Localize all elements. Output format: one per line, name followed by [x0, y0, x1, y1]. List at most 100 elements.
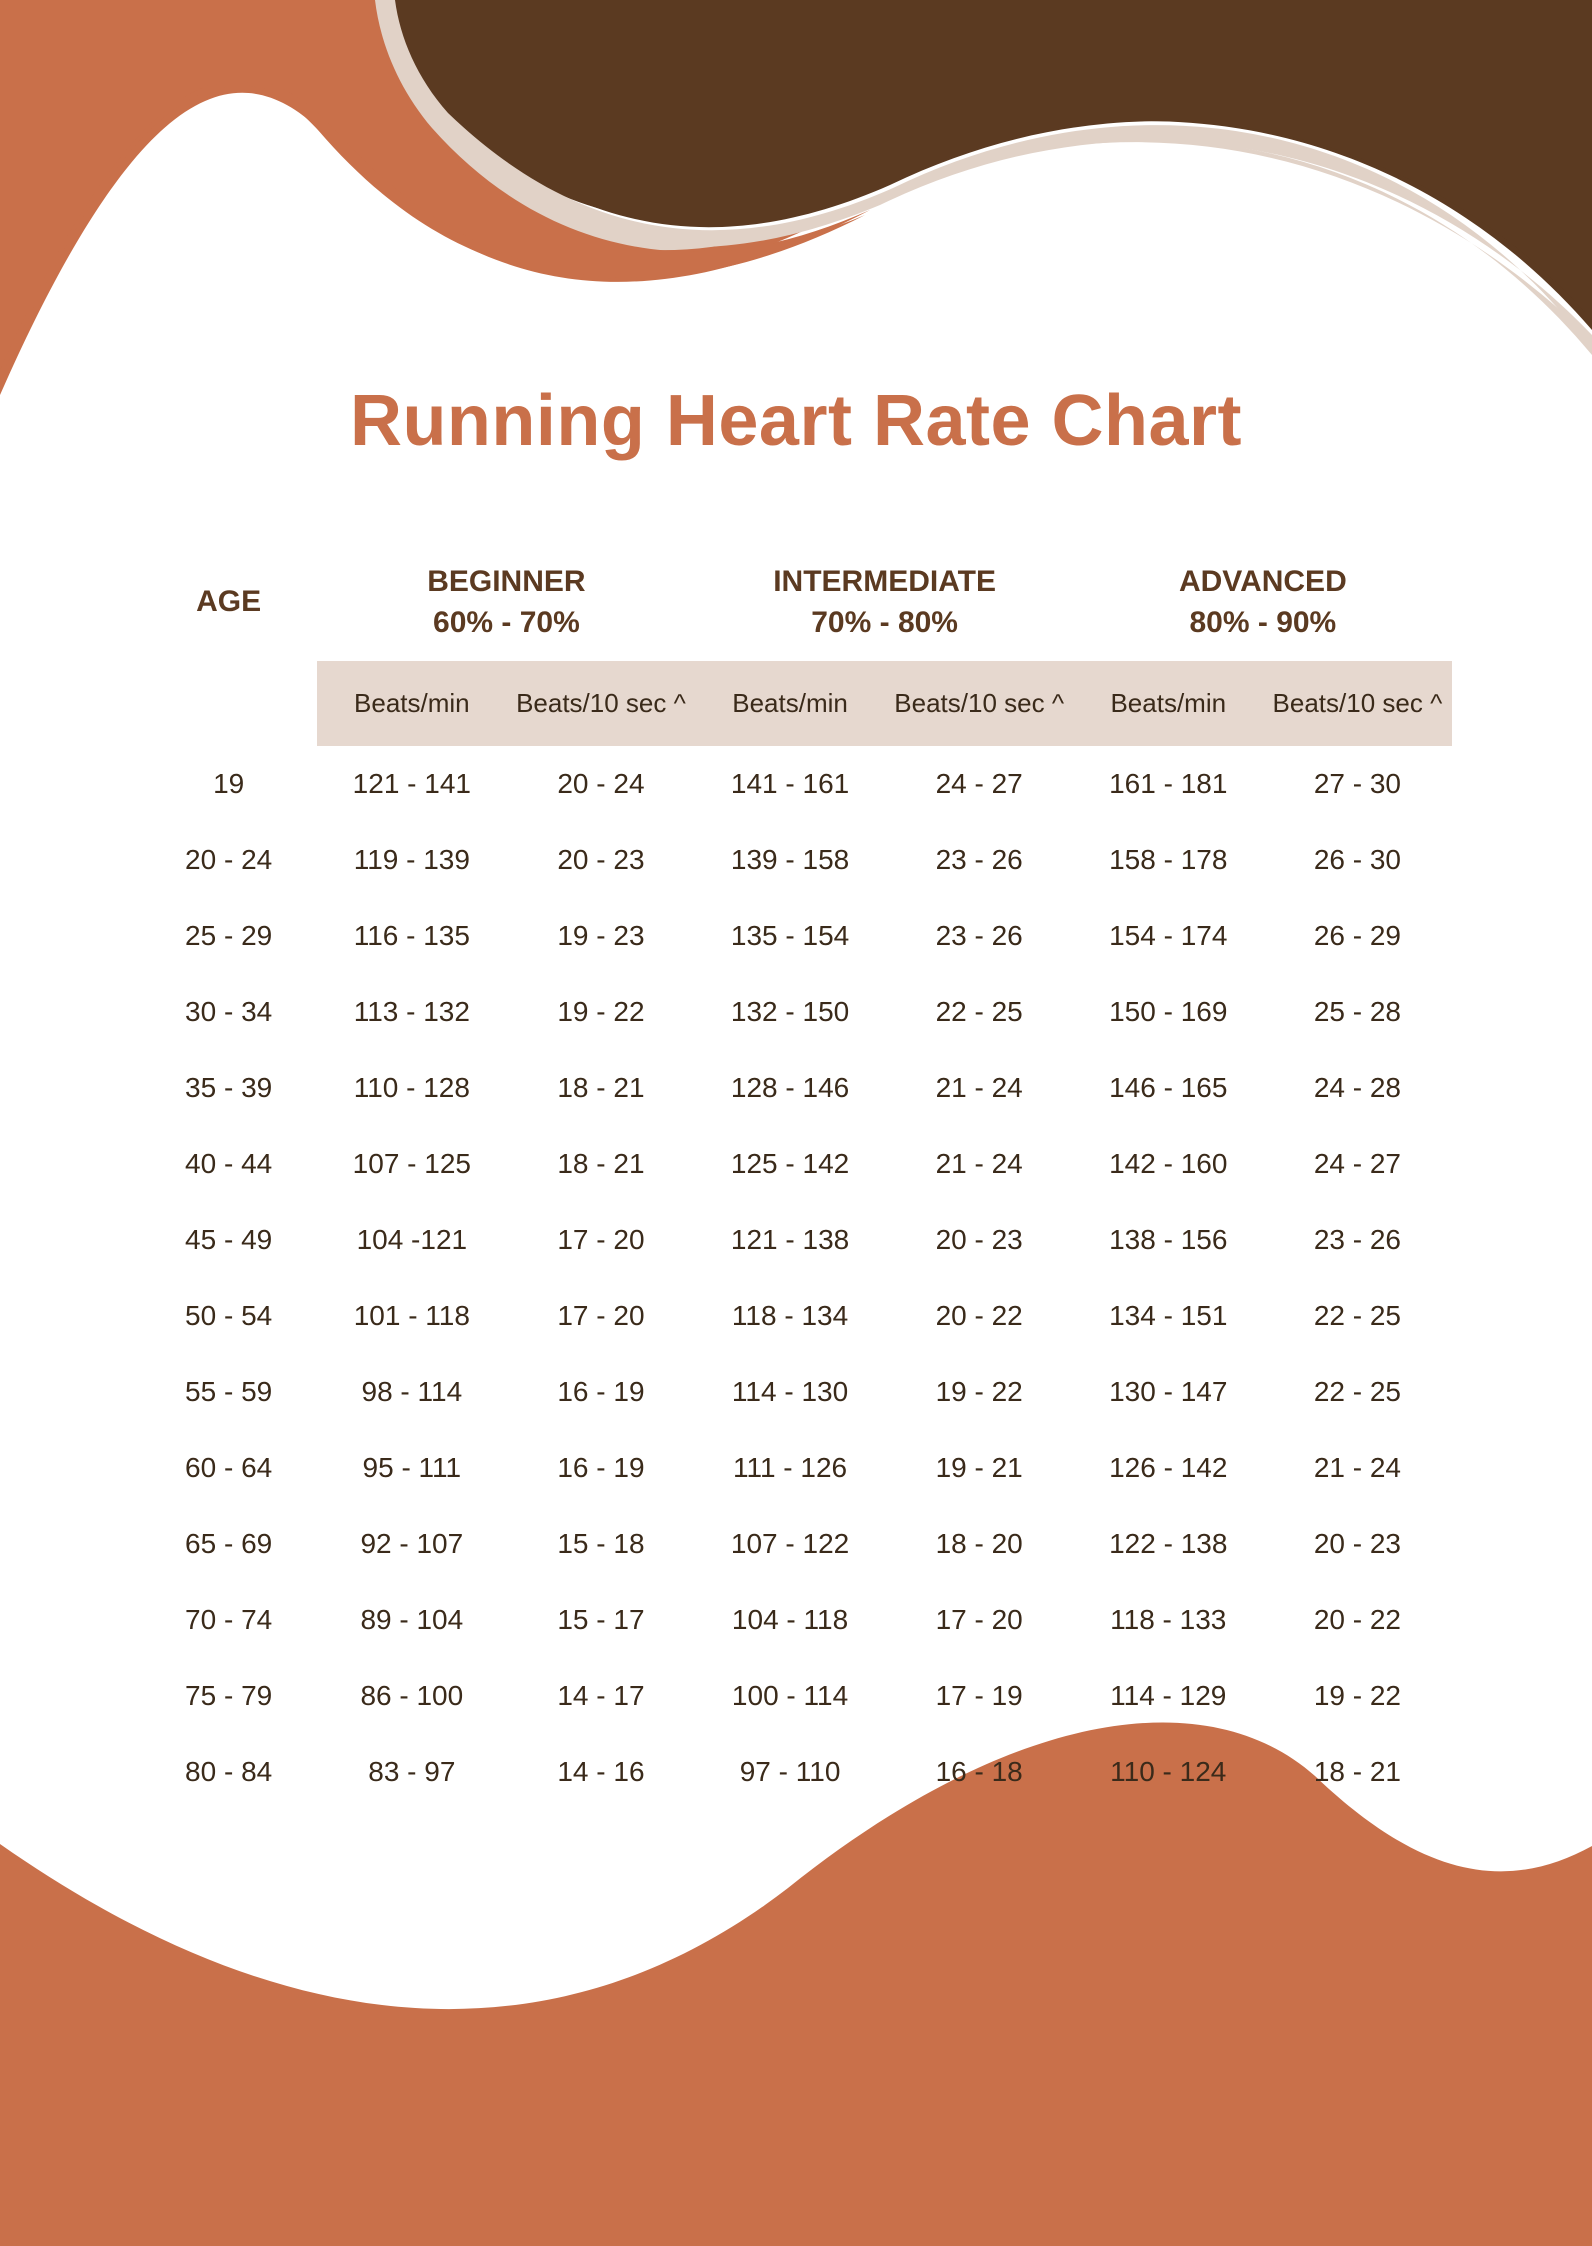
cell-value: 118 - 133 [1074, 1582, 1263, 1658]
table-row: 19121 - 14120 - 24141 - 16124 - 27161 - … [140, 746, 1452, 822]
cell-value: 101 - 118 [317, 1278, 506, 1354]
table-row: 80 - 8483 - 9714 - 1697 - 11016 - 18110 … [140, 1734, 1452, 1810]
cell-value: 18 - 21 [506, 1050, 695, 1126]
sub-empty [140, 661, 317, 746]
cell-value: 154 - 174 [1074, 898, 1263, 974]
group-label: ADVANCED [1179, 565, 1347, 598]
cell-value: 25 - 28 [1263, 974, 1452, 1050]
cell-age: 65 - 69 [140, 1506, 317, 1582]
table-row: 60 - 6495 - 11116 - 19111 - 12619 - 2112… [140, 1430, 1452, 1506]
cell-value: 24 - 27 [1263, 1126, 1452, 1202]
cell-value: 86 - 100 [317, 1658, 506, 1734]
cell-value: 20 - 23 [885, 1202, 1074, 1278]
cell-age: 75 - 79 [140, 1658, 317, 1734]
cell-value: 119 - 139 [317, 822, 506, 898]
cell-value: 19 - 21 [885, 1430, 1074, 1506]
sub-b10: Beats/10 sec ^ [506, 661, 695, 746]
group-label: BEGINNER [427, 565, 585, 598]
sub-bpm: Beats/min [317, 661, 506, 746]
table-row: 25 - 29116 - 13519 - 23135 - 15423 - 261… [140, 898, 1452, 974]
cell-value: 18 - 20 [885, 1506, 1074, 1582]
cell-value: 17 - 19 [885, 1658, 1074, 1734]
sub-b10: Beats/10 sec ^ [885, 661, 1074, 746]
cell-value: 19 - 23 [506, 898, 695, 974]
cell-value: 118 - 134 [696, 1278, 885, 1354]
cell-value: 14 - 17 [506, 1658, 695, 1734]
cell-value: 15 - 17 [506, 1582, 695, 1658]
cell-value: 116 - 135 [317, 898, 506, 974]
cell-value: 22 - 25 [1263, 1278, 1452, 1354]
cell-age: 30 - 34 [140, 974, 317, 1050]
cell-value: 19 - 22 [506, 974, 695, 1050]
cell-value: 114 - 130 [696, 1354, 885, 1430]
table-row: 20 - 24119 - 13920 - 23139 - 15823 - 261… [140, 822, 1452, 898]
cell-value: 20 - 22 [885, 1278, 1074, 1354]
group-label: INTERMEDIATE [773, 565, 996, 598]
cell-value: 21 - 24 [885, 1126, 1074, 1202]
cell-value: 19 - 22 [1263, 1658, 1452, 1734]
cell-value: 135 - 154 [696, 898, 885, 974]
cell-value: 98 - 114 [317, 1354, 506, 1430]
cell-value: 26 - 30 [1263, 822, 1452, 898]
cell-value: 107 - 122 [696, 1506, 885, 1582]
sub-bpm: Beats/min [1074, 661, 1263, 746]
cell-value: 126 - 142 [1074, 1430, 1263, 1506]
cell-value: 23 - 26 [885, 898, 1074, 974]
sub-b10: Beats/10 sec ^ [1263, 661, 1452, 746]
cell-value: 107 - 125 [317, 1126, 506, 1202]
table-row: 55 - 5998 - 11416 - 19114 - 13019 - 2213… [140, 1354, 1452, 1430]
cell-value: 100 - 114 [696, 1658, 885, 1734]
cell-age: 20 - 24 [140, 822, 317, 898]
cell-value: 20 - 22 [1263, 1582, 1452, 1658]
cell-value: 21 - 24 [885, 1050, 1074, 1126]
cell-value: 111 - 126 [696, 1430, 885, 1506]
cell-value: 18 - 21 [1263, 1734, 1452, 1810]
cell-value: 24 - 27 [885, 746, 1074, 822]
cell-value: 21 - 24 [1263, 1430, 1452, 1506]
cell-age: 70 - 74 [140, 1582, 317, 1658]
cell-value: 22 - 25 [885, 974, 1074, 1050]
cell-value: 14 - 16 [506, 1734, 695, 1810]
cell-value: 110 - 128 [317, 1050, 506, 1126]
table-body: 19121 - 14120 - 24141 - 16124 - 27161 - … [140, 746, 1452, 1810]
cell-value: 128 - 146 [696, 1050, 885, 1126]
cell-value: 158 - 178 [1074, 822, 1263, 898]
cell-value: 104 -121 [317, 1202, 506, 1278]
cell-value: 130 - 147 [1074, 1354, 1263, 1430]
cell-value: 16 - 18 [885, 1734, 1074, 1810]
cell-age: 25 - 29 [140, 898, 317, 974]
cell-value: 146 - 165 [1074, 1050, 1263, 1126]
table-row: 30 - 34113 - 13219 - 22132 - 15022 - 251… [140, 974, 1452, 1050]
cell-value: 24 - 28 [1263, 1050, 1452, 1126]
cell-age: 45 - 49 [140, 1202, 317, 1278]
cell-value: 15 - 18 [506, 1506, 695, 1582]
group-range: 60% - 70% [433, 606, 580, 639]
group-range: 70% - 80% [811, 606, 958, 639]
cell-value: 150 - 169 [1074, 974, 1263, 1050]
heart-rate-table: AGE BEGINNER 60% - 70% INTERMEDIATE 70% … [140, 552, 1452, 1810]
cell-value: 113 - 132 [317, 974, 506, 1050]
cell-value: 161 - 181 [1074, 746, 1263, 822]
cell-value: 23 - 26 [885, 822, 1074, 898]
cell-value: 132 - 150 [696, 974, 885, 1050]
cell-value: 20 - 24 [506, 746, 695, 822]
table-row: 75 - 7986 - 10014 - 17100 - 11417 - 1911… [140, 1658, 1452, 1734]
cell-value: 139 - 158 [696, 822, 885, 898]
col-beginner: BEGINNER 60% - 70% [317, 552, 695, 661]
cell-age: 35 - 39 [140, 1050, 317, 1126]
cell-value: 17 - 20 [506, 1278, 695, 1354]
col-intermediate: INTERMEDIATE 70% - 80% [696, 552, 1074, 661]
table-group-header: AGE BEGINNER 60% - 70% INTERMEDIATE 70% … [140, 552, 1452, 661]
cell-value: 16 - 19 [506, 1430, 695, 1506]
cell-value: 17 - 20 [506, 1202, 695, 1278]
cell-age: 19 [140, 746, 317, 822]
cell-age: 50 - 54 [140, 1278, 317, 1354]
cell-value: 19 - 22 [885, 1354, 1074, 1430]
cell-value: 83 - 97 [317, 1734, 506, 1810]
cell-age: 55 - 59 [140, 1354, 317, 1430]
cell-value: 142 - 160 [1074, 1126, 1263, 1202]
cell-value: 95 - 111 [317, 1430, 506, 1506]
cell-value: 27 - 30 [1263, 746, 1452, 822]
cell-value: 138 - 156 [1074, 1202, 1263, 1278]
cell-value: 18 - 21 [506, 1126, 695, 1202]
